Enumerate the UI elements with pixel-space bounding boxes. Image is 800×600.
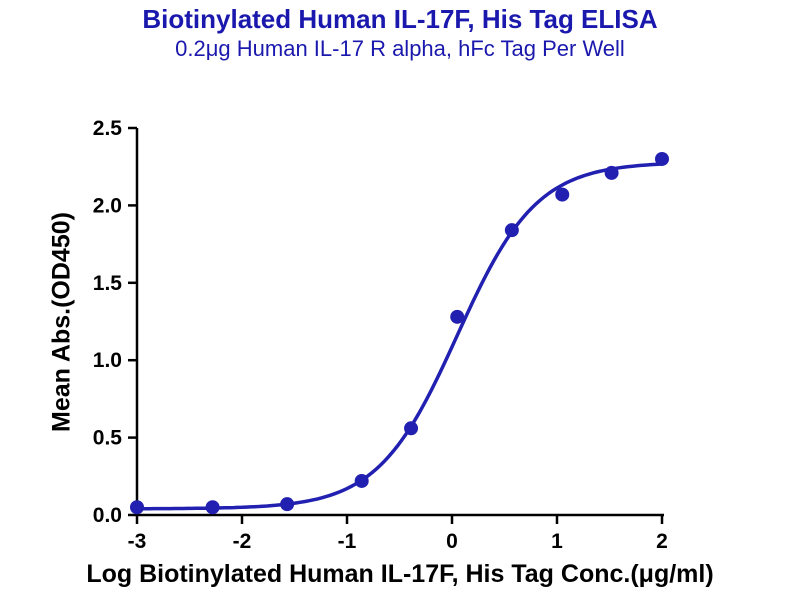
y-tick-label: 0.0 bbox=[93, 504, 122, 527]
x-tick-label: -1 bbox=[338, 530, 357, 553]
x-tick-label: 2 bbox=[656, 530, 668, 553]
chart-title: Biotinylated Human IL-17F, His Tag ELISA bbox=[142, 4, 658, 34]
data-point bbox=[555, 187, 570, 202]
data-point bbox=[404, 421, 419, 436]
y-tick-label: 2.5 bbox=[93, 117, 123, 140]
x-tick-label: -2 bbox=[233, 530, 252, 553]
x-axis-label: Log Biotinylated Human IL-17F, His Tag C… bbox=[86, 560, 714, 588]
data-point bbox=[130, 500, 144, 515]
data-point bbox=[604, 165, 619, 180]
x-tick-label: 0 bbox=[446, 530, 458, 553]
y-tick-label: 1.0 bbox=[93, 349, 122, 372]
data-point bbox=[504, 223, 519, 238]
data-point bbox=[450, 309, 465, 324]
data-point bbox=[205, 500, 220, 515]
y-tick-label: 1.5 bbox=[93, 272, 123, 295]
fit-curve bbox=[135, 162, 664, 511]
data-point bbox=[655, 151, 669, 166]
x-tick-label: 1 bbox=[551, 530, 563, 553]
x-tick-label: -3 bbox=[128, 530, 147, 553]
data-point bbox=[354, 473, 369, 488]
y-tick-label: 0.5 bbox=[93, 427, 123, 450]
data-point bbox=[280, 497, 295, 512]
y-tick-label: 2.0 bbox=[93, 194, 122, 217]
chart-subtitle: 0.2μg Human IL-17 R alpha, hFc Tag Per W… bbox=[175, 36, 625, 61]
